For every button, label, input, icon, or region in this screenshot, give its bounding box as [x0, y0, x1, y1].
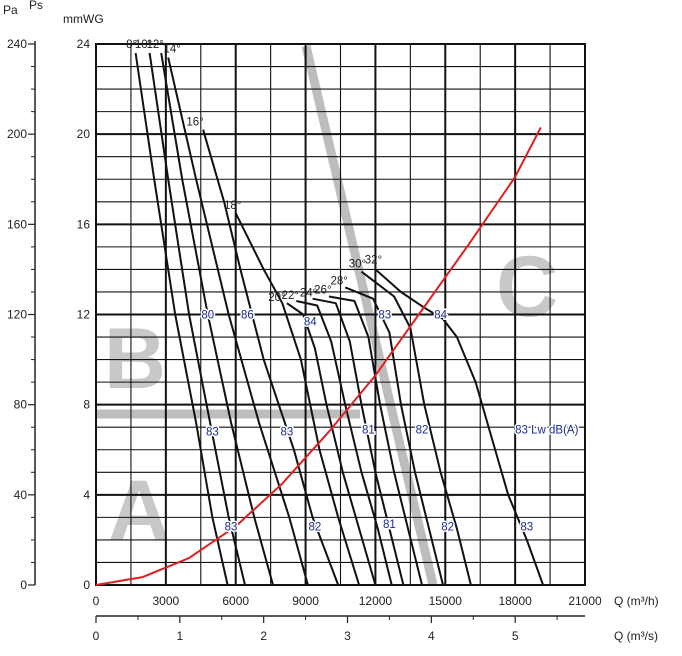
m3h-tick-label: 3000 [153, 594, 180, 608]
blade-angle-label: 32° [365, 254, 382, 266]
blade-curve [312, 297, 405, 586]
sound-power-label: 84 [304, 316, 317, 328]
sound-power-label: 83 Lw dB(A) [515, 424, 578, 436]
m3s-tick-label: 4 [428, 629, 435, 643]
pa-tick-label: 40 [14, 488, 28, 502]
mmwg-tick-label: 20 [77, 127, 91, 141]
sound-power-label: 80 [201, 310, 214, 322]
blade-angle-label: 8° [126, 39, 137, 51]
sound-power-label: 81 [383, 519, 396, 531]
blade-angle-label: 30° [349, 259, 366, 271]
blade-angle-labels: 8°10°12° 14° 16° 18° 20°22° 24°26°28°30°32° [126, 39, 382, 304]
pa-tick-label: 160 [7, 217, 27, 231]
m3h-tick-label: 21000 [568, 594, 602, 608]
sound-power-label: 83 [206, 427, 219, 439]
zone-letters: A B C [104, 239, 558, 559]
blade-angle-label: 14° [163, 44, 180, 56]
mmwg-tick-label: 16 [77, 217, 91, 231]
pa-tick-label: 240 [7, 37, 27, 51]
sound-power-label: 82 [308, 521, 321, 533]
unit-mmwg: mmWG [63, 12, 104, 26]
unit-pa: Pa [3, 3, 18, 17]
sound-power-label: 83 [281, 427, 294, 439]
unit-m3h: Q (m³/h) [614, 594, 659, 608]
mmwg-tick-label: 4 [83, 488, 90, 502]
m3s-tick-label: 1 [176, 629, 183, 643]
m3s-tick-label: 3 [344, 629, 351, 643]
blade-curve [328, 295, 423, 586]
blade-curve [360, 270, 472, 586]
blade-angle-label: 18° [224, 200, 241, 212]
blade-curve [234, 212, 361, 586]
blade-curve [167, 57, 309, 586]
pa-tick-label: 120 [7, 308, 27, 322]
system-resistance-curve [95, 126, 542, 586]
pa-tick-label: 200 [7, 127, 27, 141]
blade-curve [160, 52, 274, 586]
blade-curve [202, 129, 340, 586]
mmwg-tick-label: 8 [83, 398, 90, 412]
m3h-tick-label: 15000 [429, 594, 463, 608]
blade-angle-label: 16° [186, 117, 203, 129]
sound-power-label: 83 [520, 521, 533, 533]
m3h-tick-label: 18000 [498, 594, 532, 608]
sound-power-label: 82 [441, 521, 454, 533]
m3s-tick-label: 0 [93, 629, 100, 643]
m3h-tick-label: 9000 [292, 594, 319, 608]
zone-letter-a: A [108, 463, 170, 559]
sound-power-labels: 80 86 84 83 84 83 83 81 82 83 Lw dB(A) 83 82 81 82 83 [200, 308, 580, 535]
zone-letter-b: B [104, 311, 166, 407]
m3h-tick-label: 0 [93, 594, 100, 608]
pa-tick-label: 0 [20, 578, 27, 592]
m3h-tick-label: 12000 [359, 594, 393, 608]
sound-power-label: 83 [225, 521, 238, 533]
blade-angle-label: 26° [314, 284, 331, 296]
mmwg-tick-label: 0 [83, 578, 90, 592]
sound-power-label: 84 [434, 310, 447, 322]
blade-angle-label: 20° [268, 292, 285, 304]
sound-power-label: 86 [241, 310, 254, 322]
unit-m3s: Q (m³/s) [614, 629, 658, 643]
blade-angle-label: 22° [282, 290, 299, 302]
m3h-tick-label: 6000 [222, 594, 249, 608]
axis-units: Pa Ps mmWG Q (m³/h) Q (m³/s) [3, 0, 659, 643]
unit-ps: Ps [29, 0, 43, 12]
blade-angle-curves [134, 52, 545, 586]
pa-tick-label: 80 [14, 398, 28, 412]
blade-curve [286, 302, 377, 586]
blade-curve [374, 268, 545, 586]
sound-power-label: 83 [378, 310, 391, 322]
mmwg-tick-label: 24 [77, 37, 91, 51]
sound-power-label: 82 [416, 424, 429, 436]
sound-power-label: 81 [362, 424, 375, 436]
blade-angle-label: 10° [135, 39, 152, 51]
mmwg-tick-label: 12 [77, 308, 91, 322]
blade-curve [344, 286, 444, 586]
zone-letter-c: C [496, 239, 558, 335]
blade-angle-label: 28° [330, 275, 347, 287]
blade-curve [296, 300, 393, 586]
blade-angle-label: 12° [147, 39, 164, 51]
m3s-tick-label: 2 [260, 629, 267, 643]
blade-curve [134, 52, 229, 586]
m3s-tick-label: 5 [512, 629, 519, 643]
blade-angle-label: 24° [300, 288, 317, 300]
